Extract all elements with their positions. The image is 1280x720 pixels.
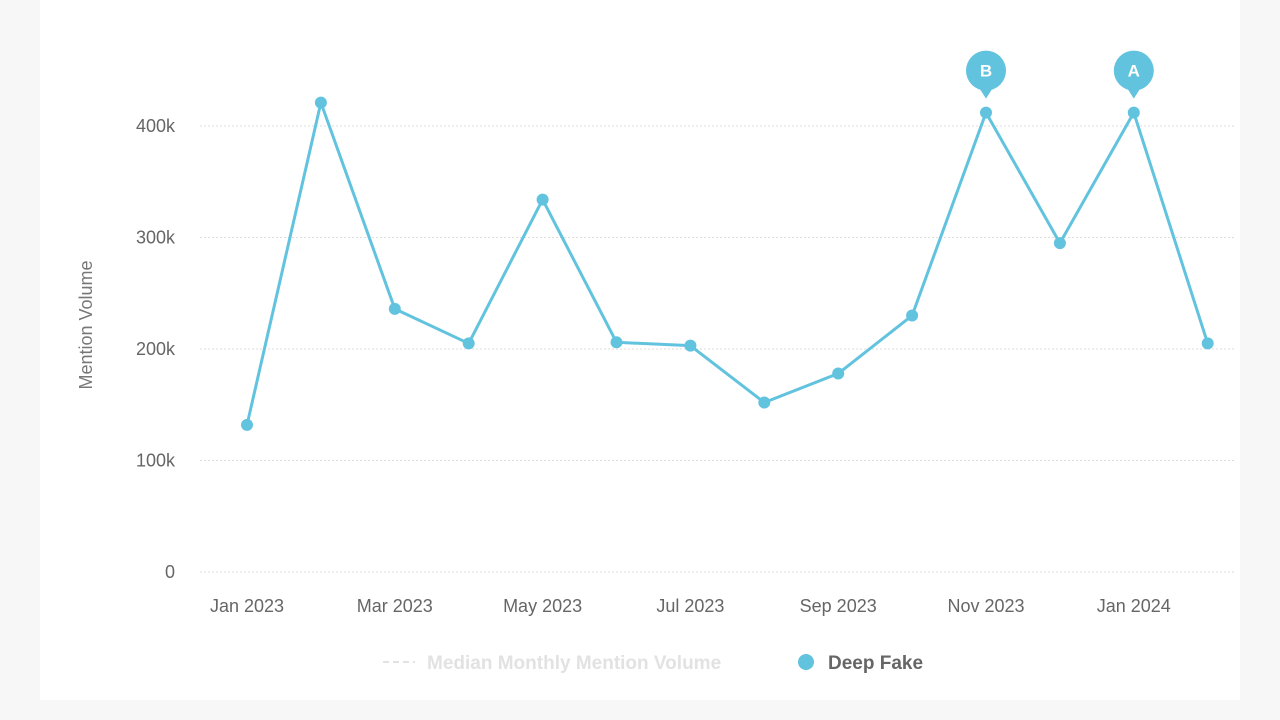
data-point[interactable]: [1127, 106, 1140, 119]
y-axis-label: Mention Volume: [76, 260, 96, 389]
data-point[interactable]: [980, 106, 992, 119]
data-point[interactable]: [1201, 337, 1214, 350]
y-tick-label: 0: [165, 562, 175, 582]
series-line-deep-fake: [245, 101, 1210, 426]
chart-card: [40, 0, 1240, 700]
x-tick-label: Jan 2024: [1097, 596, 1171, 616]
data-point[interactable]: [832, 367, 845, 380]
annotation-label: A: [1128, 62, 1140, 81]
data-point[interactable]: [388, 302, 401, 315]
x-tick-label: May 2023: [503, 596, 582, 616]
annotation-pin-b[interactable]: B: [966, 50, 1006, 99]
y-tick-label: 400k: [136, 116, 176, 136]
x-tick-label: Nov 2023: [947, 596, 1024, 616]
data-point[interactable]: [1053, 237, 1066, 250]
x-tick-label: Jul 2023: [656, 596, 724, 616]
y-tick-label: 100k: [136, 451, 176, 471]
annotation-label: B: [980, 62, 992, 81]
legend-median-label[interactable]: Median Monthly Mention Volume: [427, 653, 721, 674]
y-tick-label: 200k: [136, 339, 176, 359]
data-point[interactable]: [610, 336, 623, 349]
legend-deep-fake-dot-icon: [798, 654, 814, 670]
annotation-pin-a[interactable]: A: [1113, 50, 1154, 99]
data-point[interactable]: [758, 396, 771, 409]
legend-deep-fake-label[interactable]: Deep Fake: [828, 653, 923, 674]
data-point[interactable]: [462, 337, 475, 350]
data-point[interactable]: [314, 96, 327, 109]
x-tick-label: Sep 2023: [800, 596, 877, 616]
y-tick-label: 300k: [136, 228, 176, 248]
x-tick-label: Mar 2023: [357, 596, 433, 616]
data-point[interactable]: [684, 339, 697, 352]
x-tick-label: Jan 2023: [210, 596, 284, 616]
data-point[interactable]: [906, 309, 919, 322]
data-point[interactable]: [241, 418, 253, 431]
data-point[interactable]: [536, 193, 549, 206]
